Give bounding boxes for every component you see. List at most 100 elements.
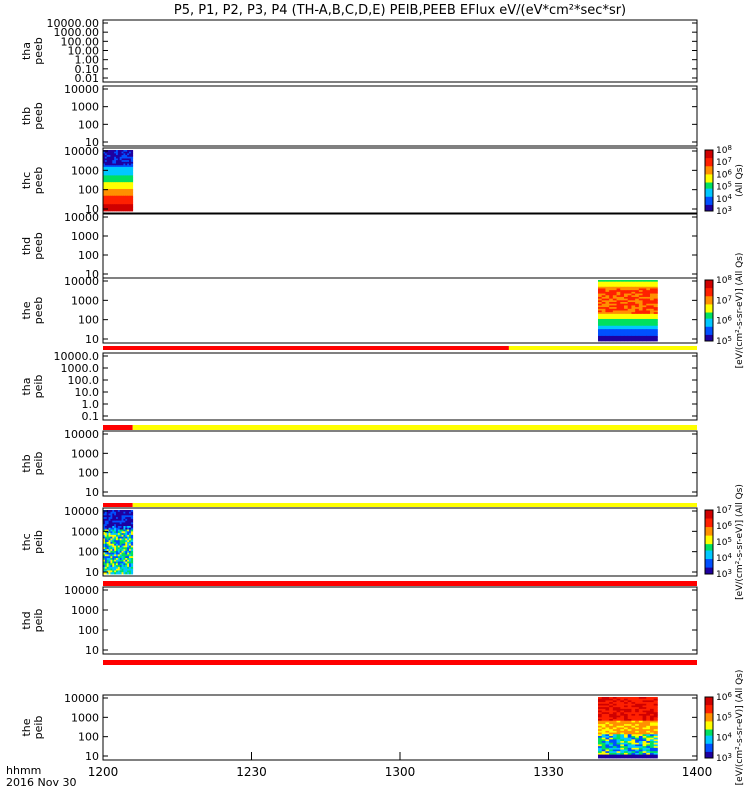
spectrogram-cell [110,163,113,166]
y-tick-label: 10 [85,750,99,763]
spectrogram-cell [110,199,113,202]
spectrogram-cell [627,735,632,739]
spectrogram-cell [642,288,647,291]
spectrogram-cell [123,163,126,166]
spectrogram-cell [130,195,134,198]
spectrogram-cell [616,286,621,289]
spectrogram-cell [108,185,111,188]
spectrogram-cell [653,741,658,744]
spectrogram-cell [117,527,121,530]
spectrogram-cell [123,554,126,557]
spectrogram-cell [127,515,130,518]
spectrogram-cell [106,527,109,530]
spectrogram-cell [117,561,121,564]
spectrogram-cell [642,712,647,715]
spectrogram-cell [609,717,614,720]
spectrogram-cell [130,520,134,523]
spectrogram-cell [627,281,632,284]
spectrogram-cell [649,749,655,752]
spectrogram-cell [601,313,606,316]
spectrogram-cell [125,552,128,555]
spectrogram-cell [653,737,658,740]
spectrogram-cell [108,538,111,541]
spectrogram-cell [108,526,111,529]
spectrogram-cell [119,536,122,539]
spectrogram-cell [127,518,130,522]
spectrogram-cell [598,754,603,757]
spectrogram-cell [623,288,629,291]
colorbar-label: [eV/(cm²-s-sr-eV)] (All Qs) [735,670,745,786]
spectrogram-cell [638,702,643,705]
spectrogram-cell [605,725,610,728]
spectrogram-cell [649,712,655,715]
spectrogram-cell [106,194,109,197]
spectrogram-cell [638,291,643,294]
spectrogram-cell [117,202,121,205]
spectrogram-cell [117,517,121,520]
spectrogram-cell [623,305,629,308]
spectrogram-cell [623,334,629,337]
spectrogram-cell [609,707,614,710]
spectrogram-cell [649,332,655,335]
spectrogram-cell [110,547,113,550]
spectrogram-cell [609,280,614,283]
spectrogram-cell [598,317,603,320]
spectrogram-cell [653,281,658,284]
spectrogram-cell [119,163,122,166]
spectrogram-cell [635,698,640,701]
spectrogram-cell [623,730,629,733]
spectrogram-cell [635,722,640,725]
spectrogram-cell [123,150,126,153]
colorbar-cell [705,751,713,755]
spectrogram-cell [128,510,132,513]
spectrogram-cell [601,751,606,754]
spectrogram-cell [605,286,610,289]
spectrogram-cell [627,742,632,745]
spectrogram-cell [110,520,113,523]
spectrogram-cell [119,517,122,520]
colorbar-cell [705,563,713,566]
spectrogram-cell [103,197,106,200]
spectrogram-cell [108,151,111,154]
spectrogram-cell [130,202,134,205]
panel-tha-peeb: 10000.001000.00100.0010.001.000.100.01th… [20,17,698,85]
x-tick-label: 1300 [385,765,416,779]
spectrogram-cell [605,730,610,733]
colorbar-cell [705,286,713,289]
spectrogram-cell [128,565,132,568]
spectrogram-cell [620,327,625,330]
spectrogram-cell [115,568,119,571]
spectrogram-cell [117,533,121,536]
spectrogram-cell [653,305,658,308]
spectrogram-cell [653,295,658,298]
spectrogram-cell [598,332,603,335]
spectrogram-cell [635,756,640,759]
spectrogram-cell [130,180,134,183]
spectrogram-cell [601,337,606,340]
spectrogram-cell [128,543,132,546]
spectrogram-cell [631,737,636,740]
spectrogram-cell [104,531,108,534]
spectrogram-cell [631,749,636,752]
spectrogram-cell [112,182,115,185]
spectrogram-cell [130,536,134,539]
spectrogram-cell [627,295,632,298]
colorbar-cell [705,556,713,560]
spectrogram-cell [616,722,621,725]
spectrogram-cell [642,337,647,340]
spectrogram-cell [635,322,640,325]
spectrogram-cell [112,534,115,538]
spectrogram-cell [623,324,629,327]
spectrogram-cell [130,547,134,550]
spectrogram-cell [631,312,636,315]
quality-flag-bar [103,503,133,507]
spectrogram-cell [104,513,108,516]
spectrogram-cell [115,566,119,570]
spectrogram-cell [601,717,606,720]
spectrogram-cell [653,717,658,720]
spectrogram-cell [130,182,134,185]
spectrogram-cell [112,522,115,525]
spectrogram-cell [631,308,636,311]
spectrogram-cell [616,715,621,718]
